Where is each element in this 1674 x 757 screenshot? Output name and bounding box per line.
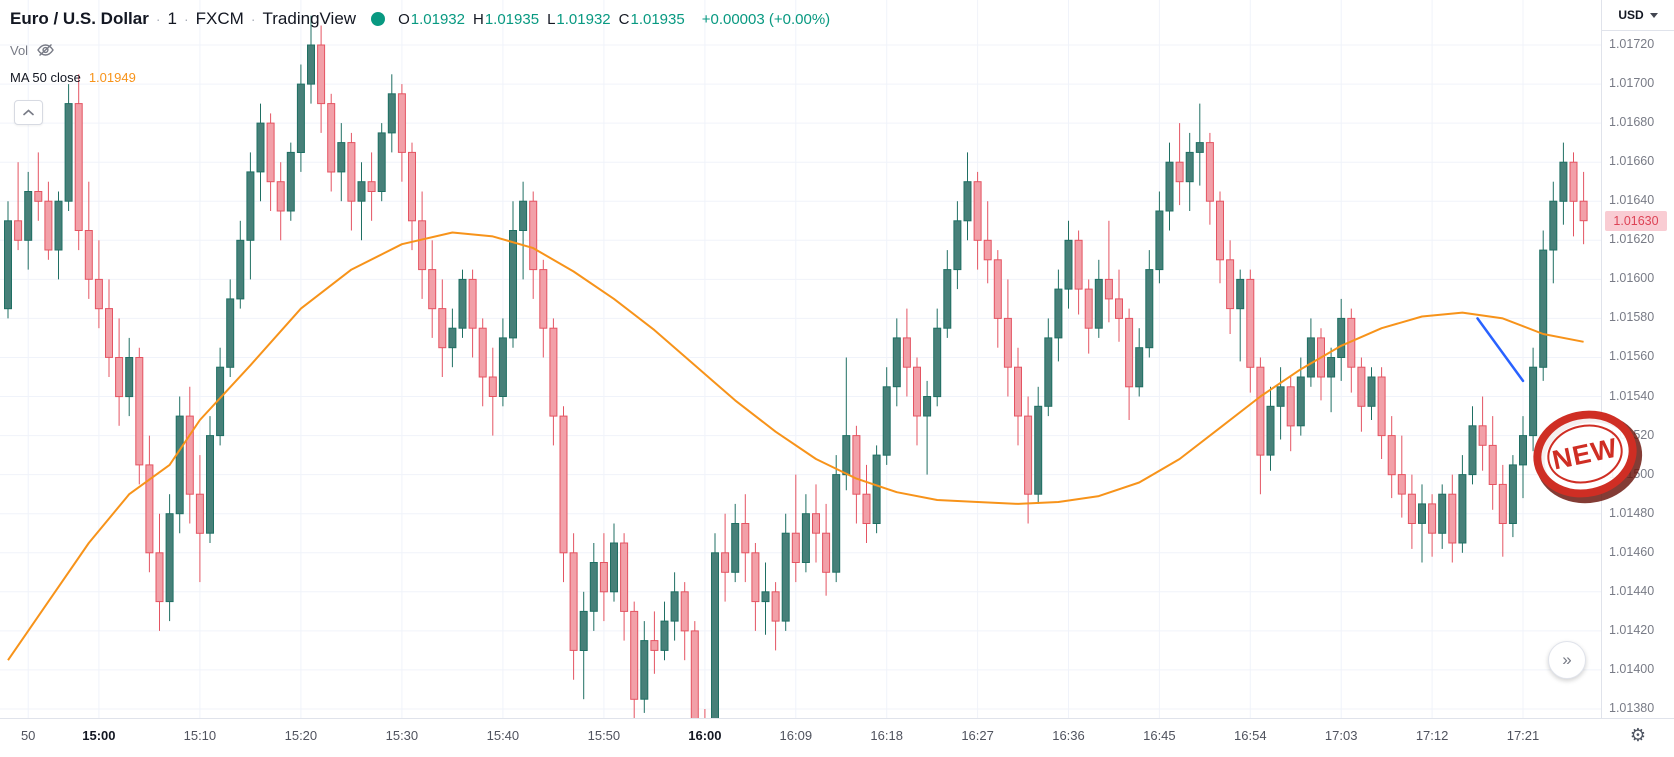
ohlc-key: H	[472, 10, 484, 28]
time-axis-label: 50	[20, 728, 36, 743]
price-axis-label: 1.01460	[1609, 544, 1655, 559]
price-axis[interactable]: 1.01630 1.01720 1.01700 1.01680 1.01660 1.01…	[1601, 0, 1674, 718]
caret-down-icon	[1649, 12, 1658, 18]
time-axis-label: 16:36	[1052, 728, 1085, 743]
eye-hidden-icon[interactable]	[36, 43, 55, 57]
price-axis-label: 1.01560	[1609, 349, 1655, 364]
legend: Euro / U.S. Dollar · 1 · FXCM · TradingV…	[10, 6, 830, 85]
ohlc-value: 1.01935	[630, 10, 685, 28]
price-axis-label: 1.01480	[1609, 505, 1655, 520]
time-axis-label: 16:09	[779, 728, 813, 743]
price-axis-label: 1.01520	[1609, 427, 1655, 442]
price-axis-label: 1.01600	[1609, 271, 1655, 286]
time-axis-label: 15:10	[183, 728, 217, 743]
ohlc-value: 1.01932	[556, 10, 611, 28]
ohlc-key: O	[398, 10, 410, 28]
market-status-icon[interactable]	[371, 12, 386, 26]
trendline-drawing	[1476, 317, 1525, 383]
time-axis-label: 15:30	[385, 728, 419, 743]
time-axis-label: 17:03	[1324, 728, 1358, 743]
time-axis-label: 15:50	[587, 728, 621, 743]
price-axis-label: 1.01660	[1609, 154, 1655, 169]
price-axis-label: 1.01700	[1609, 76, 1655, 91]
time-axis-label: 15:40	[486, 728, 520, 743]
ma50-line	[7, 231, 1584, 661]
platform-label[interactable]: TradingView	[262, 9, 357, 28]
price-axis-label: 1.01500	[1609, 466, 1655, 481]
price-axis-label: 1.01420	[1609, 622, 1655, 637]
time-axis-label: 16:45	[1143, 728, 1176, 743]
price-axis-label: 1.01540	[1609, 388, 1655, 403]
interval-label[interactable]: 1	[167, 9, 177, 28]
time-axis[interactable]: 50 15:00 15:10 15:20 15:30 15:40 15:50 16:00 16:…	[0, 718, 1674, 753]
volume-legend-row[interactable]: Vol	[10, 41, 830, 59]
exchange-label[interactable]: FXCM	[195, 9, 244, 28]
time-axis-label: 15:20	[284, 728, 318, 743]
change-value: +0.00003 (+0.00%)	[701, 10, 831, 28]
collapse-legend-button[interactable]	[14, 100, 43, 125]
last-price-tag: 1.01630	[1605, 210, 1667, 231]
time-axis-label: 17:12	[1415, 728, 1449, 743]
time-axis-label: 15:00	[82, 728, 116, 743]
price-axis-label: 1.01640	[1609, 193, 1655, 208]
ohlc-key: L	[547, 10, 556, 28]
double-chevron-right-icon: »	[1562, 650, 1572, 669]
scroll-to-latest-button[interactable]: »	[1548, 641, 1586, 679]
ma-label: MA 50 close	[10, 70, 81, 85]
ohlc-values: O 1.01932 H 1.01935 L 1.01932 C 1.01935	[398, 11, 693, 28]
ma-value: 1.01949	[88, 70, 136, 85]
price-axis-label: 1.01620	[1609, 232, 1655, 247]
price-axis-label: 1.01680	[1609, 115, 1655, 130]
currency-dropdown[interactable]: USD	[1601, 0, 1674, 31]
separator-dot: ·	[184, 11, 189, 27]
currency-label: USD	[1618, 8, 1644, 22]
gear-icon: ⚙	[1629, 724, 1647, 745]
separator-dot: ·	[155, 11, 161, 27]
separator-dot: ·	[250, 11, 256, 27]
volume-label: Vol	[10, 42, 29, 58]
settings-button[interactable]: ⚙	[1625, 722, 1651, 748]
symbol-legend-row: Euro / U.S. Dollar · 1 · FXCM · TradingV…	[10, 6, 830, 32]
time-axis-label: 16:00	[688, 728, 722, 743]
ohlc-key: C	[618, 10, 630, 28]
time-axis-label: 16:27	[961, 728, 994, 743]
price-axis-label: 1.01440	[1609, 583, 1655, 598]
ohlc-value: 1.01932	[410, 10, 465, 28]
chevron-up-icon	[23, 109, 34, 116]
ohlc-value: 1.01935	[484, 10, 540, 28]
time-axis-label: 17:21	[1506, 728, 1540, 743]
ma-legend-row[interactable]: MA 50 close 1.01949	[10, 70, 830, 85]
price-axis-label: 1.01380	[1609, 701, 1655, 715]
price-axis-label: 1.01580	[1609, 310, 1655, 325]
time-axis-label: 16:54	[1234, 728, 1267, 743]
price-axis-label: 1.01720	[1609, 37, 1655, 51]
candlesticks	[4, 15, 1588, 718]
symbol-title[interactable]: Euro / U.S. Dollar	[10, 9, 149, 28]
price-axis-label: 1.01400	[1609, 661, 1655, 676]
grid-lines	[0, 0, 1601, 718]
time-axis-label: 16:18	[870, 728, 903, 743]
